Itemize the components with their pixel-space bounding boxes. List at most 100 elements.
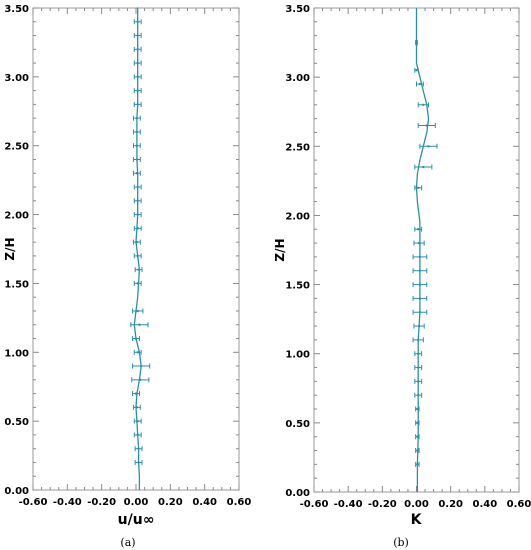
panel-b-xlabel: K <box>411 512 423 528</box>
panel-b-data-point <box>418 269 422 272</box>
panel-a-plot-area <box>130 7 151 490</box>
panel-b-data-point <box>422 103 425 107</box>
panel-a-data-point <box>136 185 139 189</box>
panel-a-data-point <box>136 103 139 106</box>
panel-b-data-point <box>417 366 420 369</box>
panel-a-plot-frame <box>32 7 240 491</box>
panel-a-data-point <box>138 323 141 326</box>
panel-a-axes: 0.00 0.50 1.00 1.50 2.00 2.50 3.00 3.50 -0.60 -0.… <box>4 4 251 508</box>
panel-b-ytick-label: 2.50 <box>285 142 310 153</box>
panel-a-data-point <box>136 433 139 437</box>
panel-b-ylabel: Z/H <box>273 238 287 261</box>
panel-b-xtick-label: -0.40 <box>334 499 363 510</box>
panel-b-ytick-label: 1.00 <box>285 350 310 361</box>
panel-b-data-point <box>416 463 419 466</box>
panel-a-data-point <box>139 378 142 382</box>
panel-b-data-point <box>417 352 420 355</box>
panel-a-data-point <box>136 89 139 92</box>
panel-a-data-point <box>135 144 139 147</box>
panel-b-ytick-label: 3.50 <box>285 4 310 15</box>
panel-b-data-point <box>417 324 421 328</box>
panel-a-data-point <box>136 309 139 313</box>
panel-a-data-point <box>135 172 139 175</box>
panel-b-data-point <box>415 69 418 72</box>
panel-a-caption: (a) <box>120 536 135 549</box>
panel-a-xtick-label: 0.20 <box>158 497 183 508</box>
panel-a-data-point <box>135 240 139 244</box>
panel-b-ytick-label: 0.50 <box>285 419 310 430</box>
panel-a-data-point <box>136 61 139 65</box>
panel-b: 0.00 0.50 1.00 1.50 2.00 2.50 3.00 3.50 -0.60 -0.… <box>273 4 531 549</box>
panel-b-caption: (b) <box>393 536 409 549</box>
panel-b-data-point <box>418 297 422 300</box>
panel-b-data-point <box>418 82 422 86</box>
panel-a-data-point <box>137 447 140 450</box>
panel-b-data-point <box>418 283 422 286</box>
panel-b-data-point <box>415 41 418 44</box>
panel-a-data-point <box>136 351 139 354</box>
panel-b-ytick-label: 3.00 <box>285 73 310 84</box>
panel-b-data-point <box>417 380 420 383</box>
panel-a-xlabel: u/u∞ <box>118 512 155 528</box>
panel-a-ytick-label: 2.50 <box>4 142 29 153</box>
panel-a-data-point <box>135 130 139 134</box>
panel-b-data-point <box>418 255 422 259</box>
panel-a-ytick-label: 1.00 <box>4 348 29 359</box>
panel-a-data-point <box>135 406 139 409</box>
panel-a-ytick-label: 2.00 <box>4 211 29 222</box>
panel-b-data-point <box>427 145 430 148</box>
panel-a-data-point <box>136 282 139 285</box>
panel-b-ytick-label: 0.00 <box>285 488 310 499</box>
panel-a-data-point <box>135 158 139 161</box>
panel-a-data-point <box>137 461 140 464</box>
panel-b-ytick-label: 1.50 <box>285 281 310 292</box>
panel-a-xtick-label: 0.60 <box>227 497 252 508</box>
panel-a-data-point <box>136 199 139 202</box>
panel-a-series-line <box>133 7 142 490</box>
panel-b-data-point <box>416 407 419 411</box>
panel-a-xtick-label: 0.40 <box>192 497 217 508</box>
panel-a-ylabel: Z/H <box>3 237 17 260</box>
panel-b-plot-frame <box>313 7 520 493</box>
panel-b-ytick-label: 2.00 <box>285 211 310 222</box>
panel-b-data-point <box>417 394 420 397</box>
panel-b-xtick-label: 0.00 <box>404 499 429 510</box>
panel-b-series-line <box>415 8 430 492</box>
panel-a-data-point <box>136 34 139 37</box>
panel-b-data-point <box>417 241 421 245</box>
panel-a-ytick-label: 0.00 <box>4 486 29 497</box>
panel-a-data-point <box>136 213 139 216</box>
panel-a-data-point <box>136 20 139 23</box>
panel-b-axes: 0.00 0.50 1.00 1.50 2.00 2.50 3.00 3.50 -0.60 -0.… <box>285 4 531 510</box>
panel-b-data-point <box>417 186 420 189</box>
panel-a: 0.00 0.50 1.00 1.50 2.00 2.50 3.00 3.50 -0.60 -0.… <box>3 4 251 549</box>
panel-a-xtick-label: -0.60 <box>19 497 48 508</box>
panel-a-data-point <box>139 364 143 368</box>
panel-a-data-point <box>136 419 139 423</box>
panel-b-data-point <box>418 311 422 314</box>
panel-a-ytick-label: 3.50 <box>4 4 29 15</box>
panel-a-data-point <box>136 48 139 51</box>
panel-a-xtick-label: -0.40 <box>53 497 82 508</box>
panel-b-xtick-label: -0.20 <box>368 499 397 510</box>
panel-b-data-point <box>416 449 419 452</box>
panel-a-ytick-label: 3.00 <box>4 73 29 84</box>
panel-b-xtick-label: 0.20 <box>438 499 463 510</box>
panel-b-data-point <box>425 124 428 127</box>
panel-b-xtick-label: -0.60 <box>300 499 329 510</box>
panel-b-plot-area <box>412 8 438 492</box>
panel-a-data-point <box>134 337 138 340</box>
panel-a-data-point <box>134 392 138 395</box>
panel-a-ytick-label: 1.50 <box>4 279 29 290</box>
panel-b-xtick-label: 0.60 <box>507 499 531 510</box>
panel-a-data-point <box>135 116 139 120</box>
panel-a-data-point <box>136 75 139 79</box>
panel-b-data-point <box>417 228 420 231</box>
panel-a-data-point <box>137 268 140 271</box>
panel-b-data-point <box>417 338 420 342</box>
panel-a-xtick-label: -0.20 <box>87 497 116 508</box>
panel-b-data-point <box>422 165 425 169</box>
panel-a-xtick-label: 0.00 <box>124 497 149 508</box>
panel-b-data-point <box>416 421 419 425</box>
